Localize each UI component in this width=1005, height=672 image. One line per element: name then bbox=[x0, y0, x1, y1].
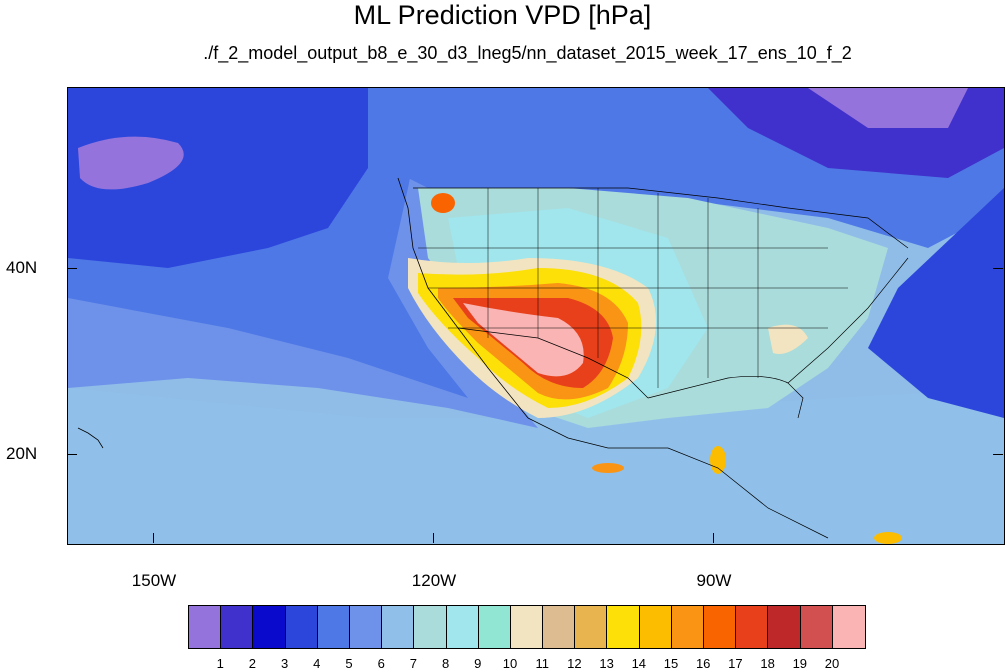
colorbar-swatch bbox=[285, 606, 318, 648]
colorbar-swatch bbox=[414, 606, 447, 648]
colorbar-swatch bbox=[800, 606, 833, 648]
lat-label-40n: 40N bbox=[6, 258, 38, 277]
colorbar-label: 12 bbox=[567, 656, 582, 671]
colorbar-label: 14 bbox=[631, 656, 647, 671]
colorbar-swatch bbox=[317, 606, 350, 648]
colorbar-label: 2 bbox=[248, 656, 256, 671]
east-gulf-coastline bbox=[647, 257, 909, 419]
state-borders bbox=[418, 188, 848, 388]
pacific-low-vpd bbox=[78, 136, 184, 190]
colorbar-label: 16 bbox=[695, 656, 711, 671]
lon-tick-120w bbox=[433, 533, 434, 543]
colorbar-swatch bbox=[704, 606, 737, 648]
colorbar-label: 5 bbox=[345, 656, 353, 671]
colorbar-swatch bbox=[253, 606, 286, 648]
pacific-band-4 bbox=[68, 88, 368, 268]
caribbean-hotspot bbox=[874, 532, 902, 544]
colorbar-swatch bbox=[607, 606, 640, 648]
us-canada-border bbox=[413, 187, 909, 249]
map-title: ML Prediction VPD [hPa] bbox=[353, 0, 652, 30]
hawaii bbox=[77, 427, 104, 449]
colorbar-label: 10 bbox=[502, 656, 518, 671]
colorbar-swatch bbox=[349, 606, 383, 648]
canada-band-1 bbox=[808, 88, 968, 128]
atlantic-band bbox=[868, 188, 1004, 418]
lon-label-150w: 150W bbox=[131, 571, 177, 590]
tropical-band bbox=[68, 388, 1004, 544]
colorbar bbox=[188, 605, 866, 649]
colorbar-label: 13 bbox=[599, 656, 614, 671]
mexico-coastline bbox=[527, 417, 829, 539]
colorbar-label: 20 bbox=[824, 656, 840, 671]
colorbar-swatch bbox=[575, 606, 608, 648]
colorbar-swatch bbox=[639, 606, 672, 648]
se-us-patch bbox=[768, 324, 808, 354]
lat-tick-40n-right bbox=[993, 268, 1003, 269]
colorbar-label: 6 bbox=[377, 656, 385, 671]
colorbar-swatch bbox=[446, 606, 479, 648]
lon-tick-150w bbox=[153, 533, 154, 543]
colorbar-swatch bbox=[221, 606, 254, 648]
yucatan-hotspot bbox=[710, 446, 726, 474]
lat-label-20n: 20N bbox=[6, 444, 38, 463]
colorbar-swatch bbox=[510, 606, 544, 648]
lon-label-90w: 90W bbox=[696, 571, 732, 590]
vpd-field-svg bbox=[68, 88, 1004, 544]
nw-hotspot bbox=[431, 193, 455, 213]
vpd-map bbox=[67, 87, 1005, 545]
us-mexico-border bbox=[457, 327, 649, 399]
colorbar-label: 9 bbox=[474, 656, 482, 671]
colorbar-label: 15 bbox=[663, 656, 679, 671]
lat-tick-20n-left bbox=[67, 454, 77, 455]
colorbar-swatch bbox=[671, 606, 704, 648]
colorbar-label: 8 bbox=[441, 656, 450, 671]
colorbar-label: 18 bbox=[760, 656, 775, 671]
lon-label-120w: 120W bbox=[411, 571, 457, 590]
mexico-hotspot bbox=[592, 463, 624, 473]
sw-band-20 bbox=[463, 303, 584, 377]
map-subtitle: ./f_2_model_output_b8_e_30_d3_lneg5/nn_d… bbox=[203, 43, 852, 63]
colorbar-label: 4 bbox=[313, 656, 321, 671]
colorbar-label: 19 bbox=[792, 656, 808, 671]
lat-tick-40n-left bbox=[67, 268, 77, 269]
colorbar-swatch bbox=[382, 606, 415, 648]
colorbar-label: 11 bbox=[535, 656, 549, 671]
colorbar-swatch bbox=[768, 606, 801, 648]
colorbar-swatch bbox=[189, 606, 222, 648]
colorbar-swatch bbox=[736, 606, 769, 648]
colorbar-swatch bbox=[832, 606, 865, 648]
colorbar-swatch bbox=[478, 606, 511, 648]
lon-tick-90w bbox=[713, 533, 714, 543]
colorbar-label: 3 bbox=[280, 656, 289, 671]
colorbar-label: 1 bbox=[216, 656, 224, 671]
lat-tick-20n-right bbox=[993, 454, 1003, 455]
colorbar-swatch bbox=[543, 606, 576, 648]
colorbar-label: 17 bbox=[728, 656, 743, 671]
colorbar-label: 7 bbox=[409, 656, 417, 671]
